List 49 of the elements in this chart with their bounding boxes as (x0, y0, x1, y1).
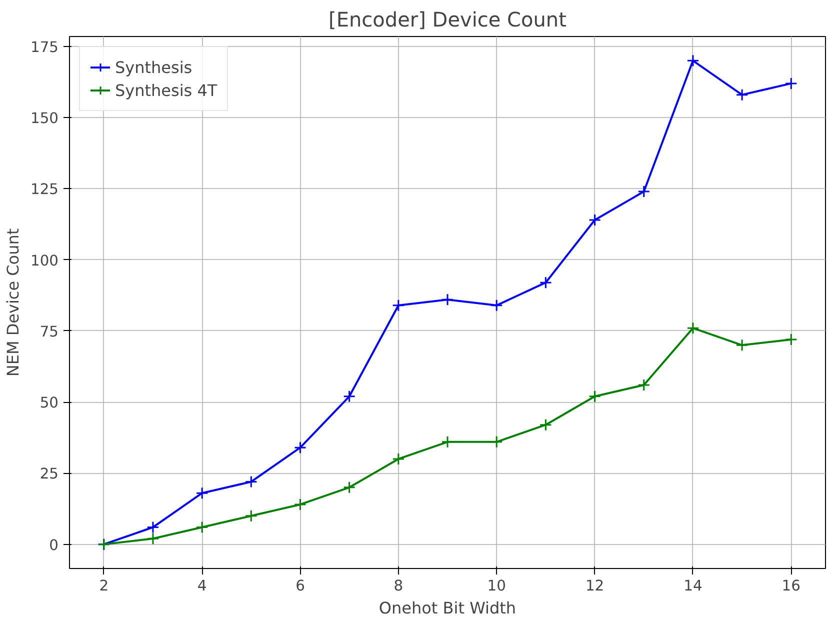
point (196, 521, 208, 534)
point (392, 452, 405, 466)
point (638, 378, 650, 392)
point (736, 88, 748, 102)
point (784, 77, 798, 90)
x-tick-label: 8 (394, 578, 404, 594)
y-axis-title: NEM Device Count (4, 228, 23, 377)
y-tick-label: 25 (40, 466, 59, 483)
point (196, 486, 208, 500)
y-tick-label: 75 (40, 323, 59, 340)
point (539, 276, 552, 289)
point (343, 390, 356, 403)
y-tick-label: 150 (30, 110, 59, 128)
y-tick-label: 100 (30, 252, 59, 270)
y-tick-label: 50 (40, 394, 59, 412)
x-tick-label: 12 (585, 578, 604, 594)
point (686, 54, 700, 67)
point (588, 214, 602, 226)
x-tick-label: 2 (99, 578, 109, 594)
point (244, 510, 258, 522)
x-tick-label: 10 (487, 578, 506, 594)
point (294, 441, 306, 454)
point (294, 498, 306, 511)
point (146, 521, 160, 534)
x-tick-label: 4 (197, 578, 207, 594)
point (244, 475, 258, 488)
point (490, 436, 503, 448)
point (441, 293, 454, 306)
legend-label: Synthesis (115, 58, 192, 76)
x-tick-label: 6 (296, 578, 305, 594)
y-tick-label: 125 (30, 181, 59, 198)
point (392, 299, 405, 312)
point (146, 532, 160, 545)
point (539, 418, 552, 432)
point (686, 322, 700, 334)
point (490, 299, 503, 312)
point (343, 481, 356, 494)
legend-label: Synthesis 4T (115, 80, 218, 100)
x-axis-title: Onehot Bit Width (378, 598, 516, 618)
point (736, 338, 748, 352)
y-tick-label: 175 (30, 38, 59, 56)
point (441, 436, 454, 448)
point (784, 333, 798, 346)
x-tick-label: 16 (782, 578, 800, 594)
y-tick-label: 0 (49, 536, 59, 554)
chart-title: [Encoder] Device Count (328, 8, 567, 32)
point (588, 390, 602, 403)
point (638, 185, 650, 198)
x-tick-label: 14 (684, 578, 702, 594)
